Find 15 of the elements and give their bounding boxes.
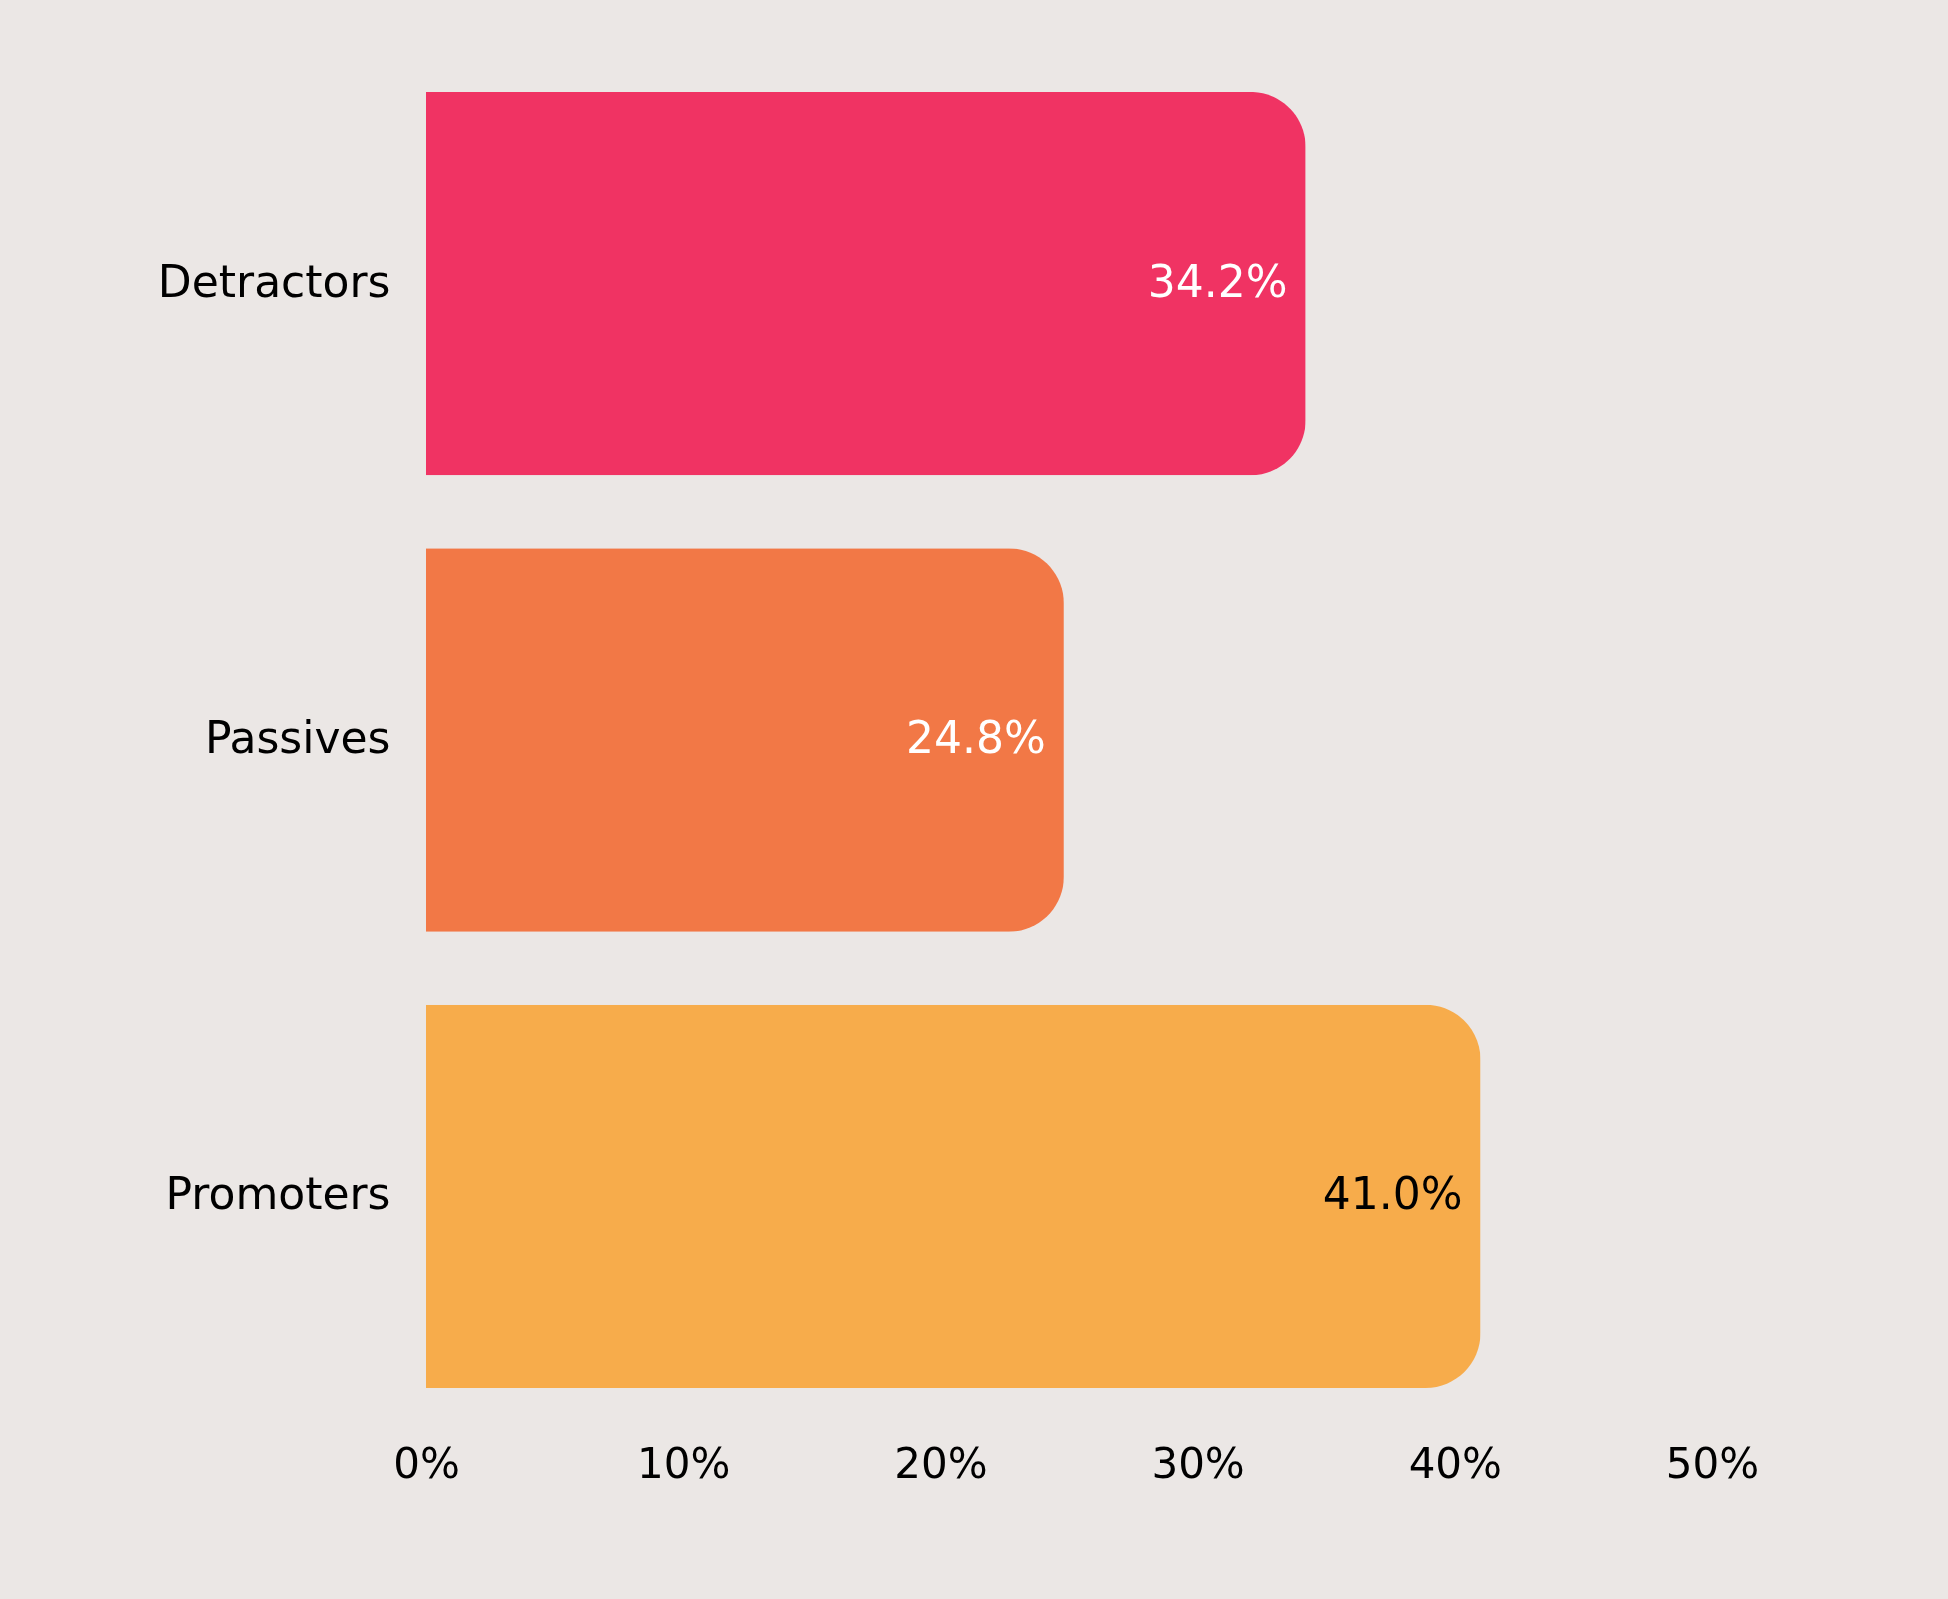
x-tick-label: 10% xyxy=(637,1438,731,1488)
data-label: 41.0% xyxy=(1322,1168,1463,1220)
x-tick-label: 40% xyxy=(1408,1438,1502,1488)
bar xyxy=(426,91,1306,476)
data-label: 34.2% xyxy=(1147,255,1288,307)
y-tick-label: Detractors xyxy=(157,255,391,307)
x-tick-label: 50% xyxy=(1665,1438,1760,1488)
x-tick-label: 30% xyxy=(1151,1438,1245,1488)
data-label: 24.8% xyxy=(906,712,1046,763)
x-tick-label: 0% xyxy=(393,1438,460,1488)
y-tick-label: Passives xyxy=(204,712,391,763)
bar xyxy=(426,548,1064,932)
y-tick-label: Promoters xyxy=(165,1168,391,1220)
bar xyxy=(426,1004,1481,1389)
x-tick-label: 20% xyxy=(894,1438,988,1488)
